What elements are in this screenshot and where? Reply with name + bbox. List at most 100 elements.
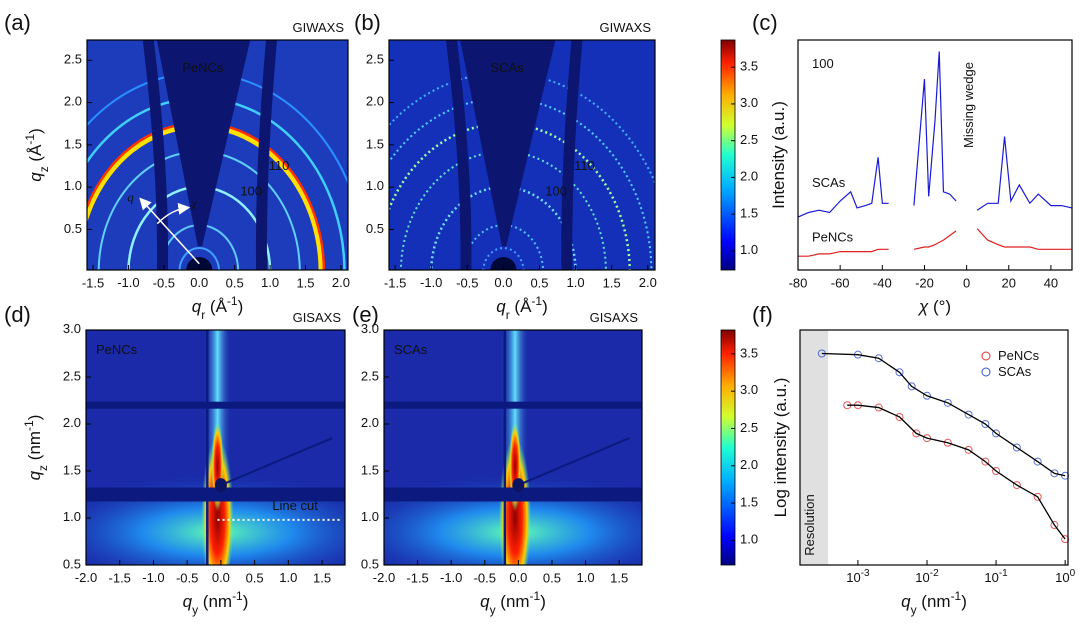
y-axis-label: Log intensity (a.u.) <box>771 378 790 518</box>
beam-stop <box>214 478 227 493</box>
label-part: -1 <box>530 589 541 603</box>
tick-text: 3.0 <box>361 321 379 336</box>
tick-label: 1.5 <box>64 136 82 151</box>
tick-label: -1.5 <box>384 275 406 290</box>
tick-text: 0.0 <box>494 275 512 290</box>
beam-stop-rod <box>503 330 507 565</box>
tick-text: -2.0 <box>373 570 395 585</box>
tick-label: -1.0 <box>117 275 139 290</box>
label-part: (nm <box>496 592 530 611</box>
x-axis-label: qy (nm-1) <box>901 589 967 617</box>
data-point <box>992 429 1001 438</box>
data-point <box>964 410 973 419</box>
panel-label: (c) <box>752 10 778 35</box>
tick-label: 0.5 <box>246 570 264 585</box>
data-point <box>992 467 1001 475</box>
label-part: (nm <box>25 431 44 465</box>
tick-label: -0.5 <box>176 570 198 585</box>
diffraction-ring <box>178 247 221 270</box>
axes-frame <box>797 39 1073 271</box>
label-part: z <box>36 465 50 471</box>
data-point <box>943 438 952 447</box>
tick-text: 3.0 <box>740 383 758 398</box>
tick-label: 0.5 <box>361 556 379 571</box>
y-axis-label: qz (Å-1) <box>23 128 51 182</box>
y-axis-label: Intensity (a.u.) <box>769 101 788 209</box>
tick-text: 1.0 <box>740 532 758 547</box>
tick-label: 2.0 <box>366 94 384 109</box>
legend-label: PeNCs <box>998 348 1040 363</box>
tick-label: 1.5 <box>313 570 331 585</box>
q-symbol: q <box>127 190 134 205</box>
tick-text: 0.0 <box>212 570 230 585</box>
panel-label: (f) <box>752 302 773 327</box>
label-part: χ <box>917 297 929 316</box>
tick-text: -1.0 <box>142 570 164 585</box>
tick-label: 1.0 <box>740 242 758 257</box>
technique-label: GISAXS <box>293 310 342 325</box>
tick-label: 2.0 <box>64 94 82 109</box>
tick-label: 1.0 <box>63 509 81 524</box>
ring-label: 100 <box>240 184 262 199</box>
tick-label: 2.0 <box>639 275 657 290</box>
tick-label: 2.5 <box>361 368 379 383</box>
tick-label: 2.0 <box>332 275 350 290</box>
tick-label: 0.5 <box>543 570 561 585</box>
label-part: (Å <box>510 297 532 316</box>
tick-label: -1.0 <box>420 275 442 290</box>
resolution-label: Resolution <box>802 494 817 555</box>
label-part: y <box>911 603 917 617</box>
line-cut-label: Line cut <box>272 498 318 513</box>
tick-label: -0.5 <box>474 570 496 585</box>
label-part: q <box>496 297 506 316</box>
series-line <box>798 228 1072 257</box>
tick-label: -1.5 <box>406 570 428 585</box>
detector-gap <box>86 401 345 409</box>
label-part: q <box>192 297 202 316</box>
axes-frame <box>85 329 346 566</box>
panel-label: (b) <box>354 10 381 35</box>
beam-stop <box>512 478 525 493</box>
label-part: ) <box>26 128 45 134</box>
data-point <box>964 445 973 454</box>
tick-label: 1.0 <box>64 179 82 194</box>
data-point <box>907 382 916 391</box>
detector-gap <box>384 487 642 502</box>
tick-text: 1.0 <box>567 275 585 290</box>
tick-label: 2.5 <box>63 368 81 383</box>
tick-label: 1.5 <box>63 462 81 477</box>
tick-label: 1.5 <box>361 462 379 477</box>
label-part: -1 <box>227 294 238 308</box>
x-axis-label: qy (nm-1) <box>183 589 249 617</box>
data-point <box>1050 521 1059 530</box>
tick-text: 1.0 <box>64 179 82 194</box>
tick-label: 1.5 <box>366 136 384 151</box>
chi-arrow <box>156 202 191 225</box>
tick-label: 1.5 <box>603 275 621 290</box>
colorbar <box>720 329 736 566</box>
beam-stop <box>490 257 517 270</box>
tick-label: -2.0 <box>373 570 395 585</box>
chi-symbol: χ <box>189 196 197 211</box>
missing-wedge <box>156 40 251 247</box>
tick-label: 2.5 <box>366 52 384 67</box>
tick-text: 2.0 <box>63 415 81 430</box>
axes-frame <box>388 39 656 271</box>
plot-image <box>86 330 345 565</box>
legend-marker <box>981 351 991 361</box>
x-axis-label: χ (°) <box>917 297 951 316</box>
tick-text: 2.0 <box>740 169 758 184</box>
label-part: -1 <box>23 134 37 145</box>
tick-text: 1.0 <box>577 570 595 585</box>
detector-gap <box>142 40 169 270</box>
data-point <box>1061 535 1070 544</box>
tick-label: 3.0 <box>63 321 81 336</box>
tick-text: 1.0 <box>261 275 279 290</box>
tick-label: 2.0 <box>740 457 758 472</box>
label-part: y <box>192 603 198 617</box>
beam-stop-rod <box>206 330 209 565</box>
data-point <box>1012 443 1021 452</box>
plot-image <box>87 40 348 270</box>
detector-gap <box>255 40 277 270</box>
